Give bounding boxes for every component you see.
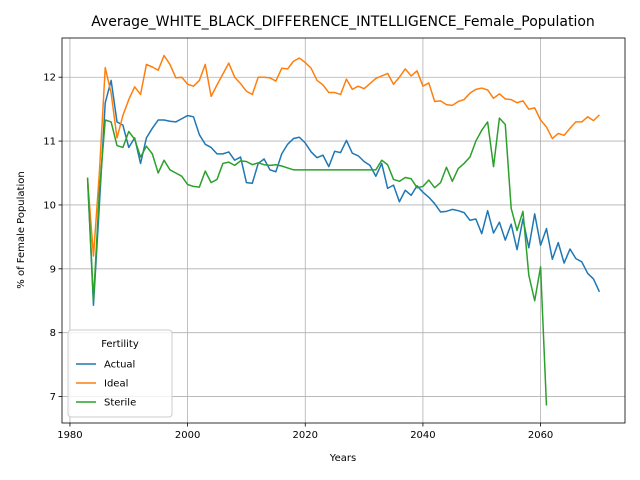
x-axis-label: Years [329,453,356,464]
series-line [86,54,600,257]
x-tick-label: 2060 [528,430,553,441]
legend-box [67,329,173,418]
legend: Fertility Actual Ideal Sterile [67,329,173,418]
y-tick-label: 8 [50,328,56,339]
legend-label: Actual [104,360,135,371]
x-tick-label: 2040 [410,430,435,441]
x-tick-label: 1980 [57,430,82,441]
y-axis-label: % of Female Population [16,171,27,288]
x-tick-label: 2020 [293,430,318,441]
y-tick-label: 12 [43,73,56,84]
y-tick-label: 9 [50,264,56,275]
legend-label: Sterile [104,398,136,409]
legend-title: Fertility [101,339,139,350]
y-tick-label: 7 [50,392,56,403]
x-tick-label: 2000 [175,430,200,441]
legend-label: Ideal [104,379,128,390]
y-tick-label: 11 [43,137,56,148]
plot-frame [61,37,626,424]
series-line [86,79,601,306]
series-line [86,117,548,406]
y-tick-label: 10 [43,200,56,211]
chart-title: Average_WHITE_BLACK_DIFFERENCE_INTELLIGE… [91,14,595,30]
